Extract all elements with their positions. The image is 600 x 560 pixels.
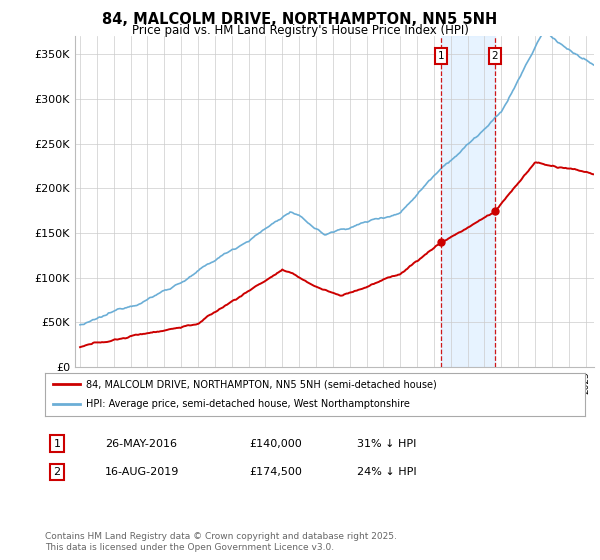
- Text: 84, MALCOLM DRIVE, NORTHAMPTON, NN5 5NH: 84, MALCOLM DRIVE, NORTHAMPTON, NN5 5NH: [103, 12, 497, 27]
- Text: £174,500: £174,500: [249, 467, 302, 477]
- Text: Price paid vs. HM Land Registry's House Price Index (HPI): Price paid vs. HM Land Registry's House …: [131, 24, 469, 37]
- Text: 31% ↓ HPI: 31% ↓ HPI: [357, 438, 416, 449]
- Text: £140,000: £140,000: [249, 438, 302, 449]
- Text: 1: 1: [53, 438, 61, 449]
- Text: 24% ↓ HPI: 24% ↓ HPI: [357, 467, 416, 477]
- Text: 16-AUG-2019: 16-AUG-2019: [105, 467, 179, 477]
- Text: Contains HM Land Registry data © Crown copyright and database right 2025.
This d: Contains HM Land Registry data © Crown c…: [45, 532, 397, 552]
- Bar: [440, 36, 495, 367]
- Text: 84, MALCOLM DRIVE, NORTHAMPTON, NN5 5NH (semi-detached house): 84, MALCOLM DRIVE, NORTHAMPTON, NN5 5NH …: [86, 380, 436, 389]
- Text: 26-MAY-2016: 26-MAY-2016: [105, 438, 177, 449]
- Text: 2: 2: [491, 51, 498, 61]
- Text: 2: 2: [53, 467, 61, 477]
- Text: HPI: Average price, semi-detached house, West Northamptonshire: HPI: Average price, semi-detached house,…: [86, 399, 409, 409]
- Text: 1: 1: [437, 51, 444, 61]
